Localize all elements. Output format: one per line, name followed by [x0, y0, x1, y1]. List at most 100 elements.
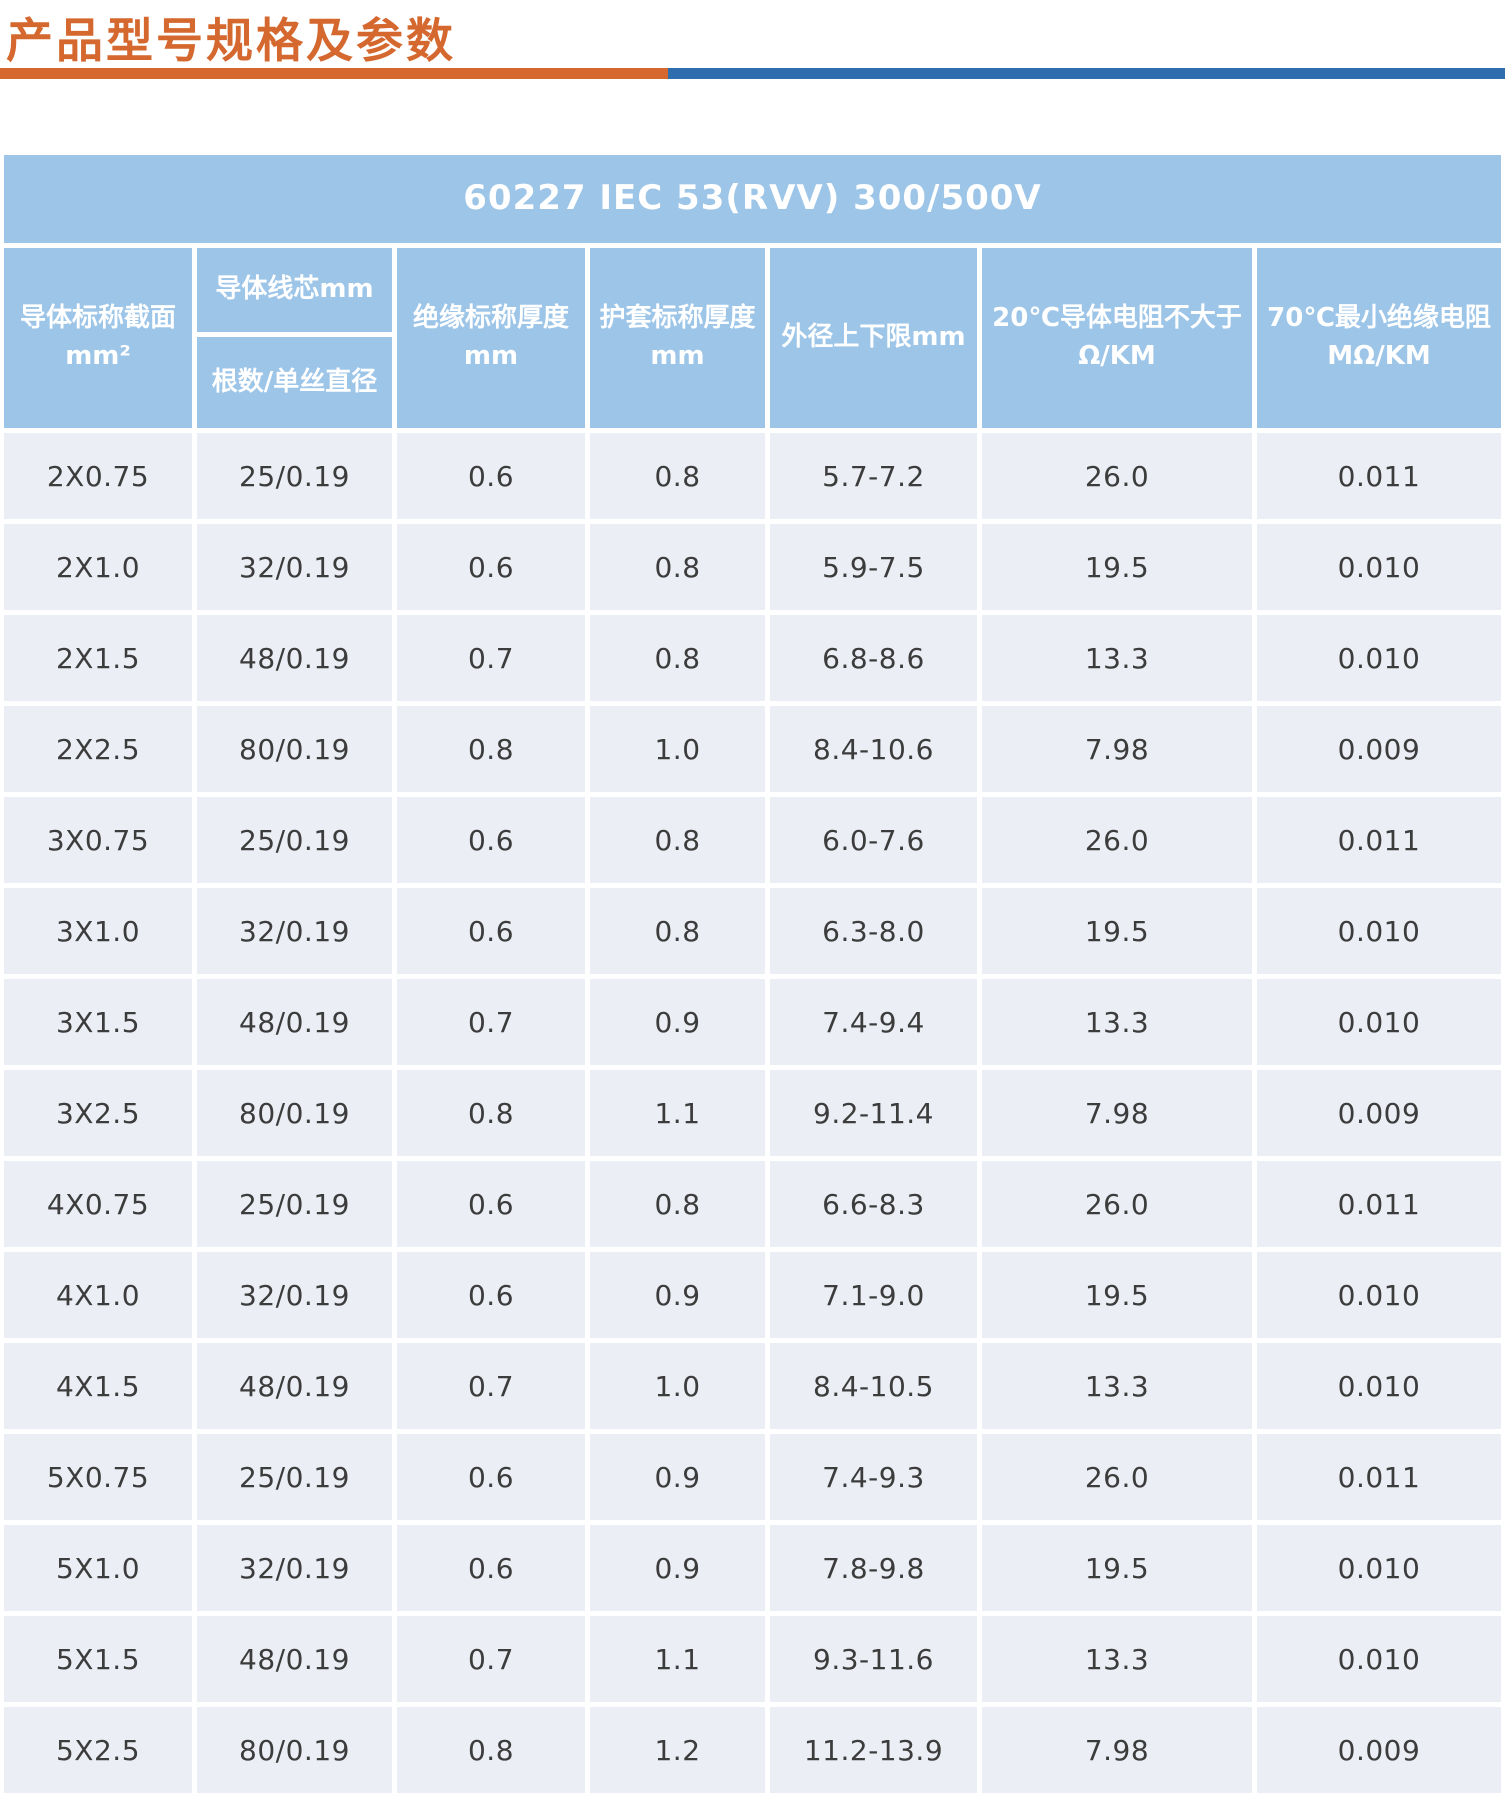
table-cell: 0.011 [1257, 797, 1501, 883]
table-cell: 0.6 [397, 1161, 585, 1247]
header-cell-col6: 20℃导体电阻不大于 Ω/KM [982, 248, 1252, 428]
table-cell: 0.9 [590, 1525, 765, 1611]
table-cell: 0.9 [590, 979, 765, 1065]
header-line: mm [463, 341, 519, 371]
table-cell: 1.1 [590, 1070, 765, 1156]
table-cell: 0.6 [397, 888, 585, 974]
table-cell: 7.8-9.8 [770, 1525, 977, 1611]
table-cell: 26.0 [982, 1161, 1252, 1247]
table-cell: 1.1 [590, 1616, 765, 1702]
table-cell: 32/0.19 [197, 524, 392, 610]
header-line: 根数/单丝直径 [211, 366, 378, 397]
table-cell: 19.5 [982, 1525, 1252, 1611]
header-line: MΩ/KM [1327, 341, 1431, 371]
table-cell: 0.8 [590, 615, 765, 701]
table-cell: 0.6 [397, 524, 585, 610]
table-cell: 32/0.19 [197, 888, 392, 974]
table-cell: 6.0-7.6 [770, 797, 977, 883]
table-cell: 0.009 [1257, 1707, 1501, 1793]
header-cell-col1: 导体标称截面 mm² [4, 248, 192, 428]
header-cell-col4: 护套标称厚度 mm [590, 248, 765, 428]
underline-orange-segment [0, 68, 668, 79]
table-cell: 7.98 [982, 1707, 1252, 1793]
table-cell: 0.010 [1257, 1525, 1501, 1611]
header-cell-col2_top: 导体线芯mm [197, 248, 392, 332]
table-cell: 0.011 [1257, 1434, 1501, 1520]
table-cell: 0.010 [1257, 979, 1501, 1065]
header-cell-col2_bottom: 根数/单丝直径 [197, 337, 392, 428]
table-cell: 4X1.5 [4, 1343, 192, 1429]
table-cell: 6.6-8.3 [770, 1161, 977, 1247]
header-line: 70℃最小绝缘电阻 [1267, 303, 1491, 334]
header-line: mm [650, 341, 705, 371]
table-cell: 9.2-11.4 [770, 1070, 977, 1156]
table-cell: 0.8 [397, 706, 585, 792]
table-cell: 11.2-13.9 [770, 1707, 977, 1793]
table-cell: 5X1.5 [4, 1616, 192, 1702]
table-cell: 13.3 [982, 1616, 1252, 1702]
table-cell: 13.3 [982, 979, 1252, 1065]
header-cell-col5: 外径上下限mm [770, 248, 977, 428]
table-cell: 0.010 [1257, 1343, 1501, 1429]
table-cell: 13.3 [982, 1343, 1252, 1429]
table-cell: 80/0.19 [197, 706, 392, 792]
table-cell: 3X1.5 [4, 979, 192, 1065]
table-cell: 4X1.0 [4, 1252, 192, 1338]
table-cell: 0.010 [1257, 888, 1501, 974]
table-cell: 0.8 [590, 433, 765, 519]
table-cell: 2X2.5 [4, 706, 192, 792]
table-cell: 0.8 [590, 1161, 765, 1247]
table-cell: 80/0.19 [197, 1070, 392, 1156]
table-cell: 0.7 [397, 979, 585, 1065]
table-cell: 2X0.75 [4, 433, 192, 519]
spec-table: 60227 IEC 53(RVV) 300/500V 导体标称截面 mm² 导体线芯… [4, 155, 1501, 1793]
table-cell: 4X0.75 [4, 1161, 192, 1247]
table-cell: 6.3-8.0 [770, 888, 977, 974]
table-cell: 0.010 [1257, 615, 1501, 701]
table-cell: 0.7 [397, 1616, 585, 1702]
table-cell: 0.8 [397, 1707, 585, 1793]
header-cell-col3: 绝缘标称厚度 mm [397, 248, 585, 428]
table-cell: 3X1.0 [4, 888, 192, 974]
table-cell: 5.9-7.5 [770, 524, 977, 610]
header-line: Ω/KM [1078, 341, 1156, 371]
table-cell: 0.8 [590, 797, 765, 883]
page-title: 产品型号规格及参数 [6, 14, 456, 69]
table-cell: 48/0.19 [197, 1343, 392, 1429]
table-cell: 0.7 [397, 615, 585, 701]
underline-blue-segment [668, 68, 1505, 79]
table-cell: 7.4-9.4 [770, 979, 977, 1065]
table-cell: 0.6 [397, 797, 585, 883]
table-cell: 25/0.19 [197, 1161, 392, 1247]
table-cell: 80/0.19 [197, 1707, 392, 1793]
table-cell: 48/0.19 [197, 615, 392, 701]
table-cell: 19.5 [982, 888, 1252, 974]
table-cell: 32/0.19 [197, 1525, 392, 1611]
table-cell: 0.7 [397, 1343, 585, 1429]
table-cell: 32/0.19 [197, 1252, 392, 1338]
table-cell: 0.010 [1257, 524, 1501, 610]
table-cell: 19.5 [982, 524, 1252, 610]
table-title: 60227 IEC 53(RVV) 300/500V [4, 155, 1501, 243]
table-cell: 9.3-11.6 [770, 1616, 977, 1702]
table-cell: 1.0 [590, 1343, 765, 1429]
table-cell: 8.4-10.5 [770, 1343, 977, 1429]
table-cell: 0.009 [1257, 1070, 1501, 1156]
title-underline-bar [0, 68, 1505, 79]
table-cell: 0.8 [590, 888, 765, 974]
table-cell: 48/0.19 [197, 1616, 392, 1702]
table-cell: 25/0.19 [197, 433, 392, 519]
table-cell: 19.5 [982, 1252, 1252, 1338]
header-cell-col7: 70℃最小绝缘电阻 MΩ/KM [1257, 248, 1501, 428]
table-cell: 0.011 [1257, 433, 1501, 519]
header-line: 导体线芯mm [215, 274, 374, 305]
table-cell: 25/0.19 [197, 797, 392, 883]
table-cell: 0.8 [590, 524, 765, 610]
table-cell: 25/0.19 [197, 1434, 392, 1520]
table-cell: 2X1.0 [4, 524, 192, 610]
table-cell: 6.8-8.6 [770, 615, 977, 701]
table-cell: 7.4-9.3 [770, 1434, 977, 1520]
table-cell: 0.011 [1257, 1161, 1501, 1247]
table-cell: 0.9 [590, 1434, 765, 1520]
